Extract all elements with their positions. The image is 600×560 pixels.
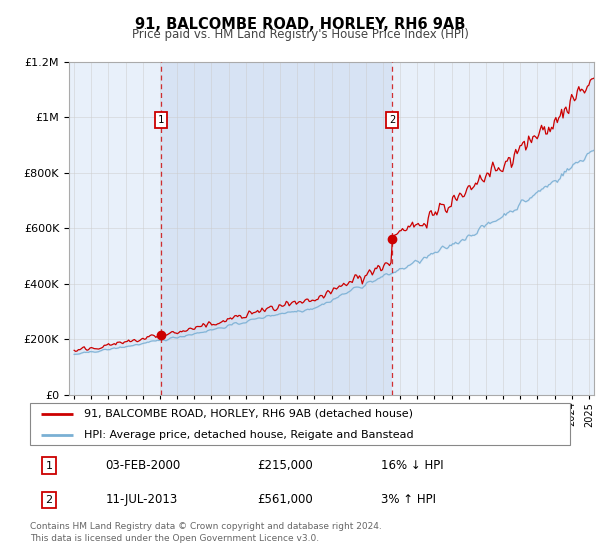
FancyBboxPatch shape xyxy=(30,403,570,445)
Text: Price paid vs. HM Land Registry's House Price Index (HPI): Price paid vs. HM Land Registry's House … xyxy=(131,28,469,41)
Bar xyxy=(161,62,392,395)
Text: 1: 1 xyxy=(46,460,52,470)
Text: 2: 2 xyxy=(46,495,52,505)
Text: 16% ↓ HPI: 16% ↓ HPI xyxy=(381,459,443,472)
Text: 2: 2 xyxy=(389,115,395,125)
Text: 1: 1 xyxy=(158,115,164,125)
Text: 3% ↑ HPI: 3% ↑ HPI xyxy=(381,493,436,506)
Text: HPI: Average price, detached house, Reigate and Banstead: HPI: Average price, detached house, Reig… xyxy=(84,430,413,440)
Text: £215,000: £215,000 xyxy=(257,459,313,472)
Text: 91, BALCOMBE ROAD, HORLEY, RH6 9AB (detached house): 91, BALCOMBE ROAD, HORLEY, RH6 9AB (deta… xyxy=(84,409,413,419)
Text: £561,000: £561,000 xyxy=(257,493,313,506)
Text: Contains HM Land Registry data © Crown copyright and database right 2024.
This d: Contains HM Land Registry data © Crown c… xyxy=(30,522,382,543)
Text: 91, BALCOMBE ROAD, HORLEY, RH6 9AB: 91, BALCOMBE ROAD, HORLEY, RH6 9AB xyxy=(135,17,465,32)
Text: 11-JUL-2013: 11-JUL-2013 xyxy=(106,493,178,506)
Text: 03-FEB-2000: 03-FEB-2000 xyxy=(106,459,181,472)
